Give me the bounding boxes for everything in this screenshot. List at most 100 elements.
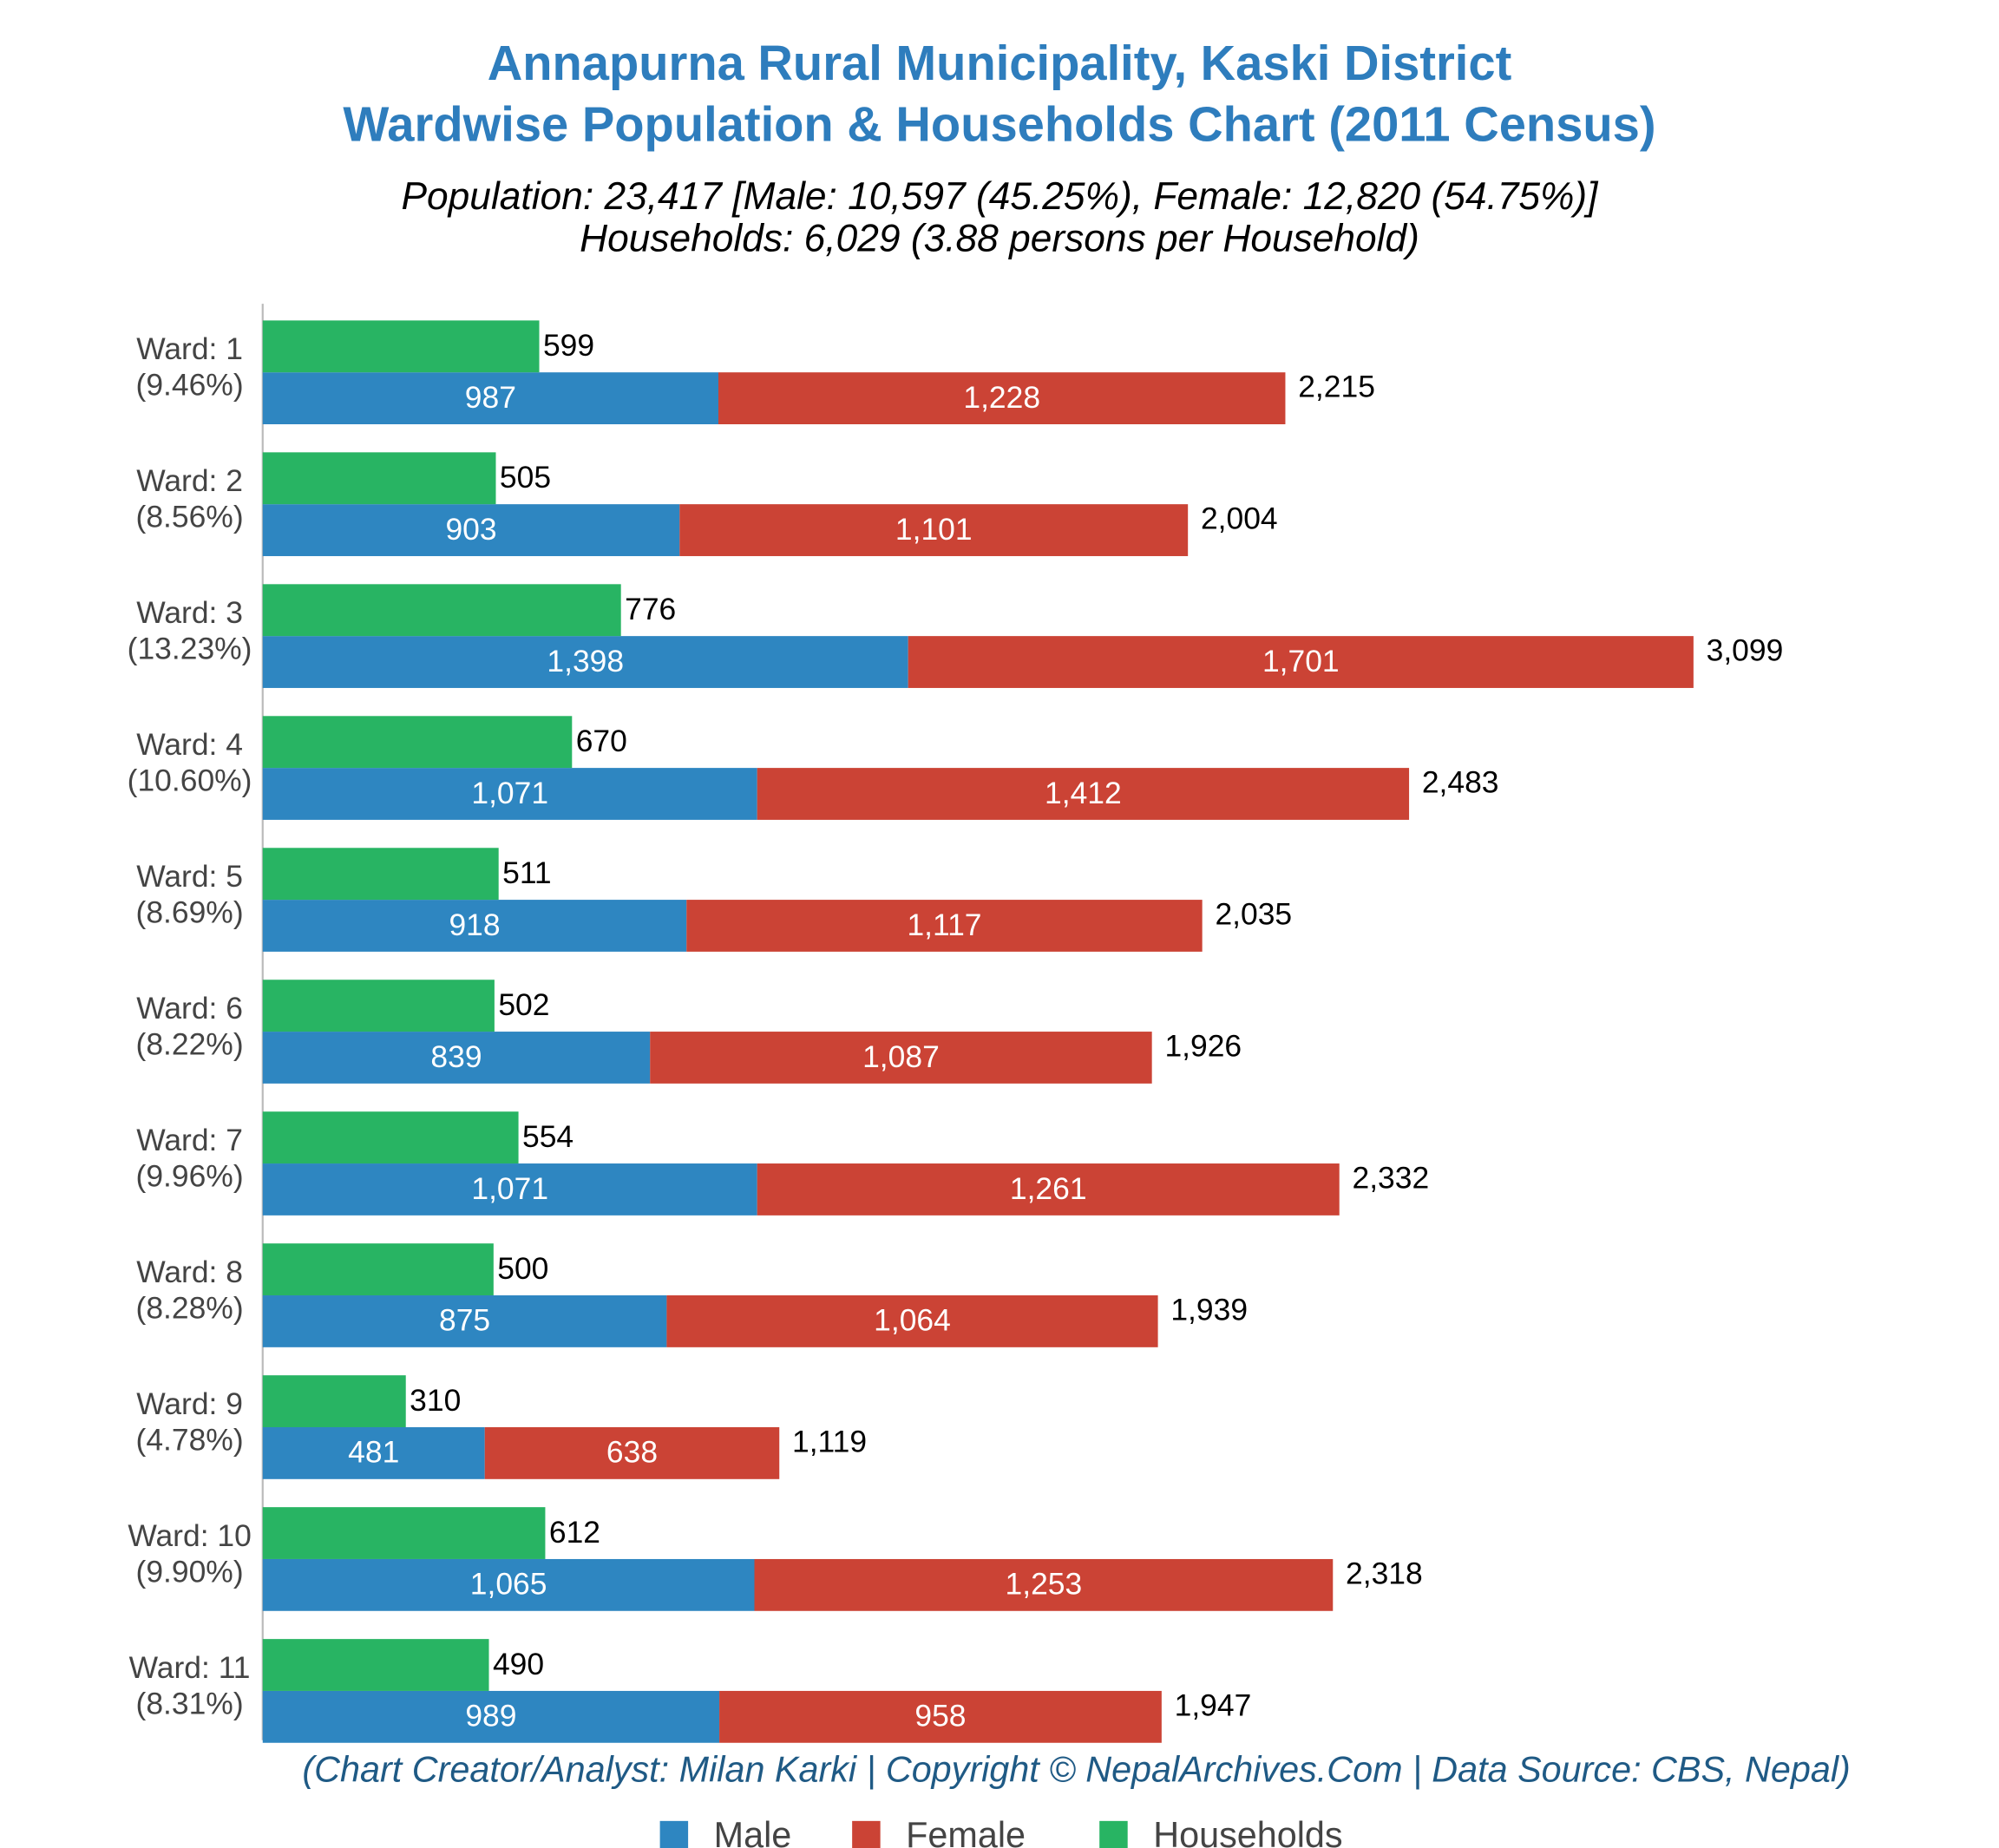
y-tick-label: Ward: 5 [136,859,243,894]
y-tick-note: (9.96%) [136,1158,244,1193]
data-label: 903 [445,512,496,547]
data-label: 875 [439,1303,490,1338]
data-label: 1,087 [862,1039,940,1074]
data-label: 1,065 [470,1567,547,1602]
bar-segment [262,1163,757,1216]
bar-segment [262,1295,667,1347]
data-label: 500 [497,1251,548,1286]
data-label: 638 [606,1435,658,1470]
data-label: 481 [348,1435,399,1470]
bar [262,1375,406,1427]
y-tick-label: Ward: 6 [136,991,243,1026]
bar-segment [719,1690,1162,1743]
y-tick-label: Ward: 3 [136,595,243,630]
data-label: 987 [465,380,516,415]
bar-segment [262,504,680,556]
legend-swatch [852,1820,881,1848]
bar-segment [262,1032,651,1084]
bar-segment [262,372,718,424]
data-label: 1,064 [874,1303,951,1338]
chart-title: Wardwise Population & Households Chart (… [343,97,1655,152]
bar [262,716,573,769]
legend-label: Male [714,1815,792,1848]
data-label: 612 [549,1515,600,1550]
total-label: 2,215 [1298,370,1375,404]
total-label: 2,483 [1422,765,1499,800]
y-tick-note: (8.69%) [136,895,244,929]
y-tick-note: (9.46%) [136,368,244,403]
y-tick-label: Ward: 7 [136,1123,243,1157]
data-label: 1,261 [1010,1171,1087,1206]
total-label: 3,099 [1707,633,1784,668]
data-label: 1,117 [907,908,981,942]
y-tick-note: (8.56%) [136,500,244,534]
y-tick-note: (8.28%) [136,1290,244,1325]
y-tick-label: Ward: 9 [136,1386,243,1421]
data-label: 1,253 [1006,1567,1083,1602]
data-label: 1,412 [1045,776,1122,810]
data-label: 839 [430,1039,482,1074]
data-label: 511 [502,855,552,890]
y-tick-label: Ward: 4 [136,727,243,762]
data-label: 1,398 [547,644,624,678]
bar-segment [908,636,1694,688]
bar-segment [718,372,1286,424]
data-label: 918 [449,908,500,942]
data-label: 505 [500,460,551,495]
chart-subtitle: Households: 6,029 (3.88 persons per Hous… [580,218,1419,260]
total-label: 2,035 [1215,897,1292,932]
data-label: 1,228 [963,380,1040,415]
bar-segment [679,504,1189,556]
bar [262,1111,519,1164]
bar-segment [757,1163,1340,1216]
data-label: 670 [576,724,627,758]
total-label: 1,939 [1170,1293,1248,1327]
chart-title: Annapurna Rural Municipality, Kaski Dist… [488,36,1512,90]
y-tick-label: Ward: 2 [136,463,243,498]
bar [262,320,540,373]
data-label: 1,071 [471,776,548,810]
bar [262,452,496,505]
bar-segment [262,1558,755,1611]
data-label: 989 [465,1699,516,1733]
bar [262,980,495,1032]
data-label: 310 [410,1383,461,1418]
y-tick-note: (8.31%) [136,1686,244,1720]
data-label: 958 [914,1699,966,1733]
y-tick-note: (4.78%) [136,1422,244,1457]
bar-segment [757,768,1410,820]
legend-swatch [1099,1820,1128,1848]
bar-segment [262,1690,720,1743]
y-tick-note: (13.23%) [128,631,252,665]
bar-segment [754,1558,1334,1611]
legend-swatch [659,1820,689,1848]
data-label: 490 [493,1647,544,1681]
y-tick-label: Ward: 1 [136,331,243,366]
y-tick-label: Ward: 8 [136,1255,243,1289]
total-label: 1,926 [1164,1029,1242,1064]
data-label: 1,701 [1262,644,1340,678]
bar-segment [262,900,687,952]
data-label: 554 [522,1119,573,1154]
bar [262,1639,489,1691]
source-note: (Chart Creator/Analyst: Milan Karki | Co… [302,1750,1850,1790]
bar [262,1243,494,1296]
bar [262,1507,546,1559]
data-label: 1,071 [471,1171,548,1206]
bar-segment [262,636,908,688]
total-label: 2,004 [1201,501,1278,536]
bar-segment [666,1295,1158,1347]
legend-label: Households [1153,1815,1342,1848]
bar-segment [262,768,757,820]
bar-segment [650,1032,1152,1084]
data-label: 1,101 [895,512,973,547]
y-tick-label: Ward: 11 [129,1650,251,1685]
total-label: 1,947 [1175,1687,1252,1722]
bar-segment [262,1426,485,1479]
bar-segment [484,1426,780,1479]
y-tick-note: (8.22%) [136,1026,244,1061]
data-label: 776 [625,592,676,626]
total-label: 1,119 [792,1425,867,1459]
bar-segment [686,900,1203,952]
